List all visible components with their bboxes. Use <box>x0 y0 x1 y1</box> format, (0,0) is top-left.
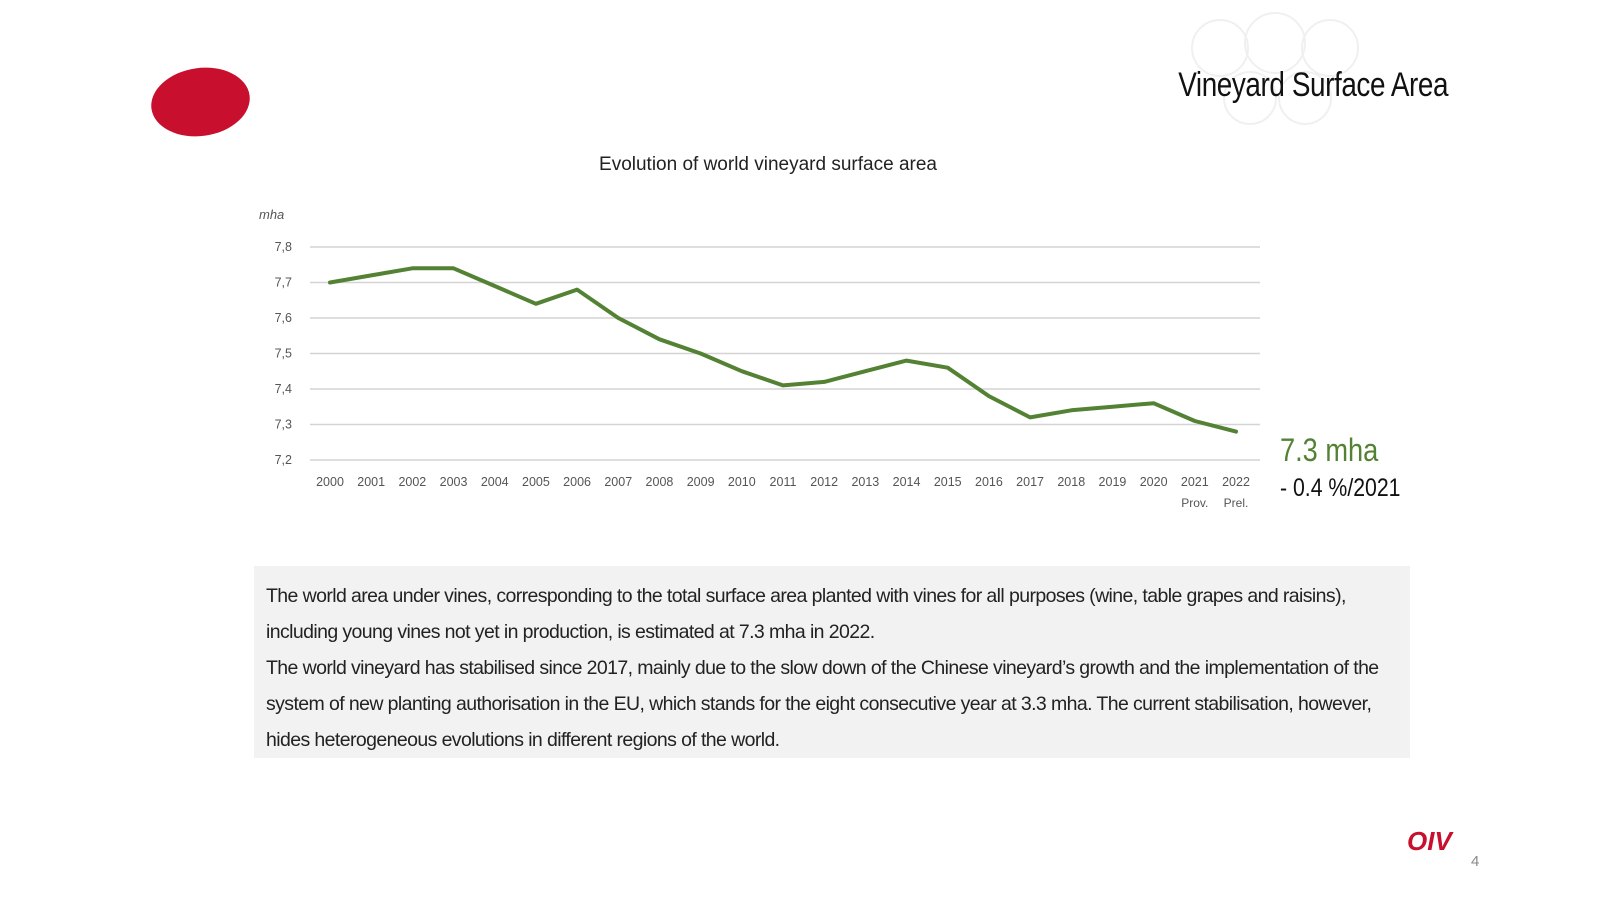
data-point <box>534 302 538 306</box>
data-point <box>1028 415 1032 419</box>
grid-lines <box>310 246 1260 461</box>
chart: Evolution of world vineyard surface area… <box>259 154 1260 510</box>
x-tick-label: 2006 <box>563 475 591 489</box>
x-axis-ticks: 2000 2001 2002 2003 2004 2005 2006 2007 2008 2009… <box>316 475 1250 510</box>
x-tick-label: 2022 <box>1222 475 1250 489</box>
data-point <box>863 369 867 373</box>
description-box: The world area under vines, correspondin… <box>254 566 1410 758</box>
y-tick-label: 7,7 <box>275 276 292 290</box>
data-point <box>1234 430 1238 434</box>
x-tick-label: 2018 <box>1057 475 1085 489</box>
y-tick-label: 7,4 <box>275 382 292 396</box>
x-tick-label: 2011 <box>770 475 797 489</box>
x-tick-label: 2021 <box>1181 475 1209 489</box>
change-label: - 0.4 %/2021 <box>1280 474 1401 502</box>
x-tick-label: 2004 <box>481 475 509 489</box>
x-tick-label: 2008 <box>646 475 674 489</box>
x-tick-label: 2013 <box>851 475 879 489</box>
x-tick-label: 2015 <box>934 475 962 489</box>
description-paragraph-2: The world vineyard has stabilised since … <box>266 657 1379 751</box>
chart-title: Evolution of world vineyard surface area <box>599 154 937 175</box>
x-tick-label: 2020 <box>1140 475 1168 489</box>
page-number: 4 <box>1471 853 1480 870</box>
data-point <box>905 359 909 363</box>
x-tick-label: 2017 <box>1016 475 1044 489</box>
grape-watermark-icon <box>1191 12 1359 125</box>
data-point <box>822 380 826 384</box>
data-point <box>616 316 620 320</box>
x-tick-label: 2009 <box>687 475 715 489</box>
data-point <box>328 281 332 284</box>
y-tick-label: 7,3 <box>275 418 292 432</box>
x-tick-label: 2002 <box>398 475 426 489</box>
x-tick-sublabel: Prel. <box>1224 496 1249 510</box>
x-tick-label: 2000 <box>316 475 344 489</box>
series-group <box>328 266 1238 434</box>
y-axis-label: mha <box>259 207 284 222</box>
y-tick-label: 7,2 <box>275 453 292 467</box>
data-point <box>369 273 373 277</box>
data-point <box>410 266 414 270</box>
data-point <box>1152 401 1156 405</box>
data-point <box>699 352 703 355</box>
data-point <box>740 369 744 373</box>
data-point <box>1193 419 1197 423</box>
x-tick-label: 2001 <box>357 475 385 489</box>
data-point <box>452 266 456 270</box>
data-point <box>987 394 991 398</box>
x-tick-label: 2010 <box>728 475 756 489</box>
data-point <box>946 366 950 370</box>
y-tick-label: 7,8 <box>275 240 292 254</box>
x-tick-label: 2016 <box>975 475 1003 489</box>
series-line <box>328 266 1238 434</box>
x-tick-label: 2014 <box>893 475 921 489</box>
y-tick-label: 7,6 <box>275 311 292 325</box>
x-tick-sublabel: Prov. <box>1181 496 1208 510</box>
y-axis-ticks: 7,2 7,3 7,4 7,5 7,6 7,7 7,8 <box>275 240 292 467</box>
x-tick-label: 2005 <box>522 475 550 489</box>
slide-title: Vineyard Surface Area <box>1178 66 1448 104</box>
data-point <box>781 383 785 387</box>
current-value-label: 7.3 mha <box>1280 432 1379 468</box>
data-point <box>1069 408 1073 412</box>
x-tick-label: 2019 <box>1099 475 1127 489</box>
data-point <box>493 284 497 288</box>
oiv-logo: OIV <box>1407 826 1452 856</box>
y-tick-label: 7,5 <box>275 347 292 361</box>
data-point <box>1110 405 1114 409</box>
x-tick-label: 2012 <box>810 475 838 489</box>
description-paragraph-1: The world area under vines, correspondin… <box>266 585 1346 643</box>
x-tick-label: 2007 <box>604 475 632 489</box>
data-point <box>657 337 661 341</box>
x-tick-label: 2003 <box>440 475 468 489</box>
data-point <box>575 288 579 292</box>
